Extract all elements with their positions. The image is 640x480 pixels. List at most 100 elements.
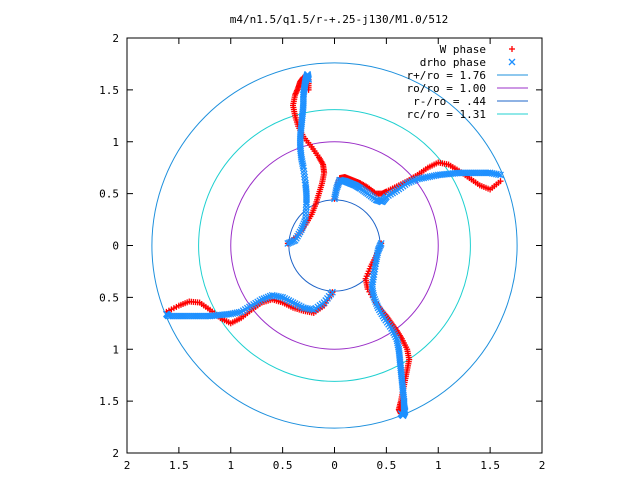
cross-b: [235, 308, 243, 316]
cross-b: [373, 302, 381, 310]
cross-b: [374, 249, 382, 257]
drho-phase-point: [372, 298, 380, 305]
x-tick-label: 0: [331, 459, 338, 472]
cross-b: [372, 298, 380, 305]
cross-b: [299, 304, 307, 312]
drho-phase-point: [407, 178, 415, 186]
series-drho-phase: [162, 70, 504, 420]
drho-phase-point: [162, 310, 170, 318]
cross-b: [167, 312, 175, 320]
x-tick-label: 2: [124, 459, 131, 472]
cross-b: [428, 172, 436, 180]
cross-b: [300, 220, 308, 228]
cross-b: [262, 294, 270, 302]
legend-marker: [508, 58, 516, 66]
drho-phase-point: [262, 294, 270, 302]
cross-b: [370, 271, 378, 279]
y-tick-label: 1.5: [99, 84, 119, 97]
cross-b: [297, 303, 305, 311]
chart-title: m4/n1.5/q1.5/r-+.25-j130/M1.0/512: [230, 13, 449, 26]
y-tick-label: 1: [112, 136, 119, 149]
cross-b: [497, 171, 504, 179]
cross-b: [331, 193, 339, 201]
cross-b: [388, 325, 396, 332]
cross-b: [237, 308, 245, 316]
cross-b: [332, 189, 340, 197]
cross-b: [231, 309, 239, 317]
drho-phase-point: [268, 291, 276, 299]
cross-b: [426, 173, 434, 181]
cross-b: [287, 298, 295, 305]
drho-phase-point: [266, 292, 274, 300]
cross-b: [430, 172, 438, 180]
y-tick-label: 0.5: [99, 291, 119, 304]
cross-b: [372, 255, 380, 263]
legend-label: r-/ro = .44: [413, 95, 486, 108]
drho-phase-point: [405, 178, 413, 186]
cross-b: [373, 253, 381, 261]
drho-phase-point: [409, 177, 417, 185]
cross-b: [331, 191, 339, 199]
cross-b: [298, 224, 306, 232]
drho-phase-point: [397, 410, 405, 418]
cross-b: [301, 176, 309, 184]
cross-b: [371, 295, 379, 303]
cross-b: [374, 247, 382, 255]
y-tick-label: 1.5: [99, 395, 119, 408]
y-tick-label: 0.5: [99, 188, 119, 201]
cross-b: [405, 178, 413, 186]
cross-b: [301, 218, 309, 226]
drho-phase-point: [372, 300, 380, 308]
cross-b: [373, 251, 381, 259]
cross-b: [370, 293, 378, 301]
cross-b: [397, 410, 405, 418]
drho-phase-point: [297, 226, 305, 234]
cross-b: [370, 273, 377, 281]
drho-phase-point: [298, 224, 306, 232]
cross-b: [494, 171, 502, 178]
series-w-phase: [163, 74, 504, 417]
cross-b: [409, 177, 417, 185]
drho-phase-point: [497, 171, 504, 179]
x-tick-label: 1.5: [169, 459, 189, 472]
cross-b: [301, 304, 309, 312]
cross-b: [264, 293, 272, 301]
y-tick-label: 2: [112, 32, 119, 45]
x-tick-label: 0.5: [376, 459, 396, 472]
legend-label: W phase: [440, 43, 486, 56]
reference-circle-0: [151, 62, 518, 429]
drho-phase-point: [305, 76, 313, 83]
cross-b: [369, 278, 377, 286]
drho-phase-point: [301, 304, 309, 312]
cross-b: [331, 195, 338, 203]
cross-b: [372, 300, 380, 308]
x-tick-label: 2: [539, 459, 546, 472]
cross-b: [424, 173, 432, 181]
x-tick-label: 1.5: [480, 459, 500, 472]
cross-b: [293, 301, 301, 309]
reference-circles: [151, 62, 518, 429]
cross-b: [162, 310, 170, 318]
axis-ticks: 2 1.5 1 0.5 0 0.5 1 1.5 221.510.500.511.52: [99, 32, 545, 472]
cross-b: [281, 294, 289, 302]
cross-b: [416, 175, 424, 183]
cross-b: [299, 222, 307, 230]
cross-b: [291, 300, 299, 308]
drho-phase-point: [300, 220, 308, 228]
cross-b: [297, 226, 305, 234]
cross-b: [300, 167, 308, 175]
cross-b: [392, 333, 400, 341]
drho-phase-point: [301, 218, 309, 226]
reference-circle-1: [230, 141, 439, 350]
cross-b: [369, 276, 377, 283]
legend-label: r+/ro = 1.76: [407, 69, 486, 82]
x-tick-label: 0.5: [273, 459, 293, 472]
y-tick-label: 2: [112, 447, 119, 460]
x-tick-label: 1: [435, 459, 442, 472]
cross-b: [289, 299, 297, 307]
cross-b: [418, 174, 426, 182]
drho-phase-point: [373, 302, 381, 310]
drho-phase-point: [260, 295, 268, 303]
